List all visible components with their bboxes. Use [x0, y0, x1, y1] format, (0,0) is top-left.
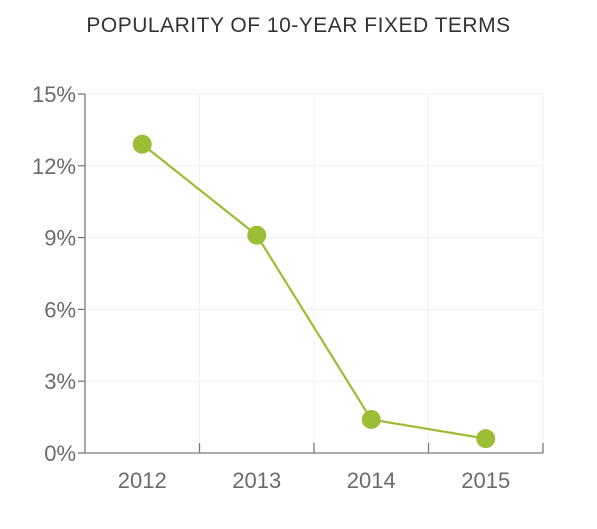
grid — [85, 93, 544, 453]
x-tick-labels: 2012 2013 2014 2015 — [118, 468, 510, 493]
axes — [78, 93, 544, 454]
x-tick-label: 2013 — [232, 468, 281, 493]
x-tick-label: 2012 — [118, 468, 167, 493]
chart-title: POPULARITY OF 10-YEAR FIXED TERMS — [86, 14, 511, 37]
data-point — [132, 134, 152, 154]
y-tick-label: 9% — [44, 226, 76, 251]
y-tick-labels: 0% 3% 6% 9% 12% 15% — [32, 82, 76, 466]
data-point — [361, 409, 381, 429]
y-tick-label: 3% — [44, 369, 76, 394]
series-points — [132, 134, 496, 449]
y-tick-label: 0% — [44, 441, 76, 466]
y-tick-label: 6% — [44, 297, 76, 322]
y-tick-label: 12% — [32, 154, 76, 179]
data-point — [247, 225, 267, 245]
series-line-layer — [141, 143, 486, 440]
data-point — [476, 429, 496, 449]
y-tick-label: 15% — [32, 82, 76, 107]
x-tick-label: 2015 — [461, 468, 510, 493]
x-tick-label: 2014 — [347, 468, 396, 493]
series-line — [141, 143, 486, 440]
